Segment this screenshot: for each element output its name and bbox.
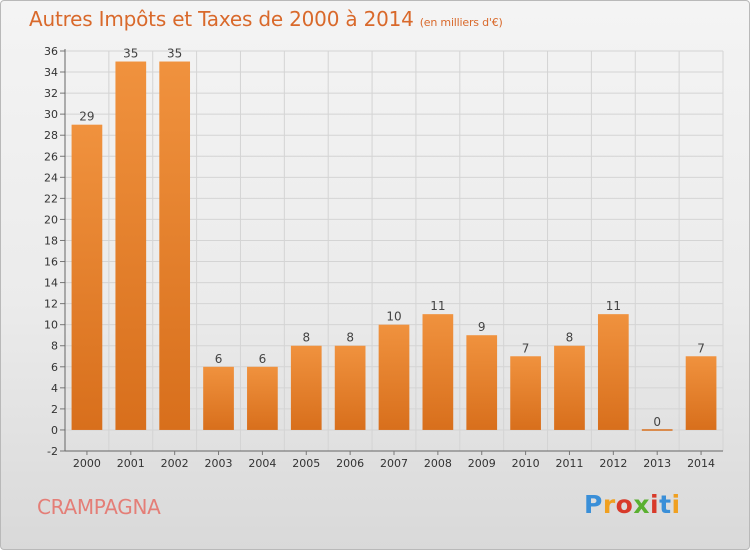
logo-letter: i	[671, 490, 681, 519]
bar-2006	[334, 345, 366, 430]
bar-2014	[685, 356, 717, 430]
bar-2010	[510, 356, 541, 430]
data-label-2004: 6	[259, 352, 267, 366]
bar-2011	[554, 345, 585, 430]
logo-letter: o	[615, 490, 634, 519]
y-tick-label: 20	[44, 213, 58, 226]
x-tick-label-2003: 2003	[205, 457, 233, 470]
x-tick-label-2005: 2005	[292, 457, 320, 470]
data-label-2002: 35	[167, 47, 182, 61]
y-tick-label: 18	[44, 234, 58, 247]
data-label-2014: 7	[697, 341, 705, 355]
y-tick-label: 16	[44, 256, 58, 269]
logo-letter: t	[659, 490, 672, 519]
y-tick-label: 22	[44, 192, 58, 205]
x-tick-label-2013: 2013	[643, 457, 671, 470]
y-tick-label: 34	[44, 66, 58, 79]
x-tick-label-2007: 2007	[380, 457, 408, 470]
data-label-2005: 8	[302, 331, 310, 345]
bar-2003	[203, 366, 234, 430]
data-label-2010: 7	[522, 341, 530, 355]
x-tick-label-2001: 2001	[117, 457, 145, 470]
y-tick-label: 2	[51, 403, 58, 416]
x-tick-label-2010: 2010	[512, 457, 540, 470]
data-label-2008: 11	[430, 299, 445, 313]
proxiti-logo: Proxiti	[584, 490, 681, 519]
y-tick-label: 4	[51, 382, 58, 395]
x-tick-label-2002: 2002	[161, 457, 189, 470]
commune-name: CRAMPAGNA	[37, 495, 161, 519]
bar-2009	[466, 335, 498, 430]
y-tick-label: 10	[44, 319, 58, 332]
data-label-2007: 10	[386, 310, 401, 324]
bar-2000	[71, 124, 103, 430]
bar-2005	[290, 345, 322, 430]
y-tick-label: 30	[44, 108, 58, 121]
x-tick-label-2004: 2004	[248, 457, 276, 470]
bar-2004	[247, 366, 278, 430]
x-tick-label-2006: 2006	[336, 457, 364, 470]
logo-letter: i	[650, 490, 660, 519]
bar-2012	[597, 314, 629, 430]
chart-title: Autres Impôts et Taxes de 2000 à 2014 (en…	[29, 7, 503, 31]
data-label-2012: 11	[606, 299, 621, 313]
chart-title-text: Autres Impôts et Taxes de 2000 à 2014	[29, 7, 414, 31]
y-tick-label: 8	[51, 340, 58, 353]
data-label-2001: 35	[123, 47, 138, 61]
logo-letter: P	[584, 490, 603, 519]
data-label-2013: 0	[653, 415, 661, 429]
bar-2007	[378, 324, 410, 430]
data-label-2009: 9	[478, 320, 486, 334]
y-tick-label: 24	[44, 171, 58, 184]
x-tick-label-2000: 2000	[73, 457, 101, 470]
y-tick-label: 6	[51, 361, 58, 374]
logo-letter: r	[602, 490, 616, 519]
bar-2001	[115, 61, 147, 430]
y-tick-label: 14	[44, 277, 58, 290]
data-label-2003: 6	[215, 352, 223, 366]
y-tick-label: -2	[47, 445, 58, 458]
x-tick-label-2011: 2011	[555, 457, 583, 470]
chart-unit: (en milliers d'€)	[419, 16, 503, 29]
y-tick-label: 0	[51, 424, 58, 437]
y-tick-label: 32	[44, 87, 58, 100]
bar-2008	[422, 314, 454, 430]
x-tick-label-2008: 2008	[424, 457, 452, 470]
data-label-2006: 8	[346, 331, 354, 345]
data-label-2011: 8	[566, 331, 574, 345]
x-tick-label-2009: 2009	[468, 457, 496, 470]
logo-letter: x	[633, 490, 650, 519]
y-tick-label: 28	[44, 129, 58, 142]
bar-2002	[159, 61, 191, 430]
x-tick-label-2012: 2012	[599, 457, 627, 470]
y-tick-label: 36	[44, 45, 58, 58]
x-tick-label-2014: 2014	[687, 457, 715, 470]
y-tick-label: 26	[44, 150, 58, 163]
data-label-2000: 29	[79, 110, 94, 124]
y-tick-label: 12	[44, 298, 58, 311]
